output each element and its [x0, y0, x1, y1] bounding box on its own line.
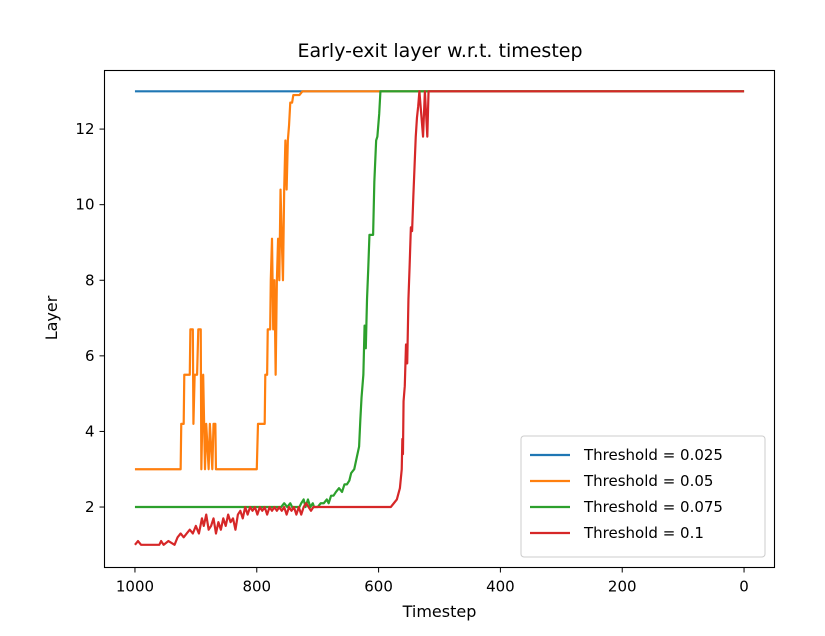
chart-title: Early-exit layer w.r.t. timestep [297, 40, 582, 62]
y-tick-label: 10 [75, 196, 94, 214]
axes-frame [103, 69, 776, 569]
series-line-4 [134, 90, 745, 546]
x-axis-title: Timestep [402, 602, 477, 621]
y-tick-label: 6 [85, 347, 95, 365]
x-tick-label: 400 [486, 578, 515, 596]
y-tick-label: 8 [85, 271, 95, 289]
x-tick-label: 800 [242, 578, 271, 596]
y-tick-label: 12 [75, 120, 94, 138]
y-axis-title: Layer [42, 295, 61, 340]
x-tick-label: 200 [608, 578, 637, 596]
legend: Threshold = 0.025 Threshold = 0.05 Thresho… [520, 435, 766, 558]
series-line-2 [134, 90, 745, 471]
x-axis: 1000 800 600 400 200 0 [116, 567, 749, 596]
x-tick-label: 1000 [116, 578, 154, 596]
y-axis: 2 4 6 8 10 12 [75, 120, 105, 516]
y-tick-label: 4 [85, 422, 95, 440]
legend-label-4: Threshold = 0.1 [583, 524, 704, 542]
legend-label-3: Threshold = 0.075 [583, 498, 723, 516]
legend-box [520, 435, 766, 558]
y-tick-label: 2 [85, 498, 95, 516]
x-tick-label: 0 [739, 578, 749, 596]
legend-label-2: Threshold = 0.05 [583, 472, 713, 490]
plot-area [134, 90, 745, 546]
series-line-3 [134, 90, 745, 509]
x-tick-label: 600 [364, 578, 393, 596]
legend-label-1: Threshold = 0.025 [583, 446, 723, 464]
